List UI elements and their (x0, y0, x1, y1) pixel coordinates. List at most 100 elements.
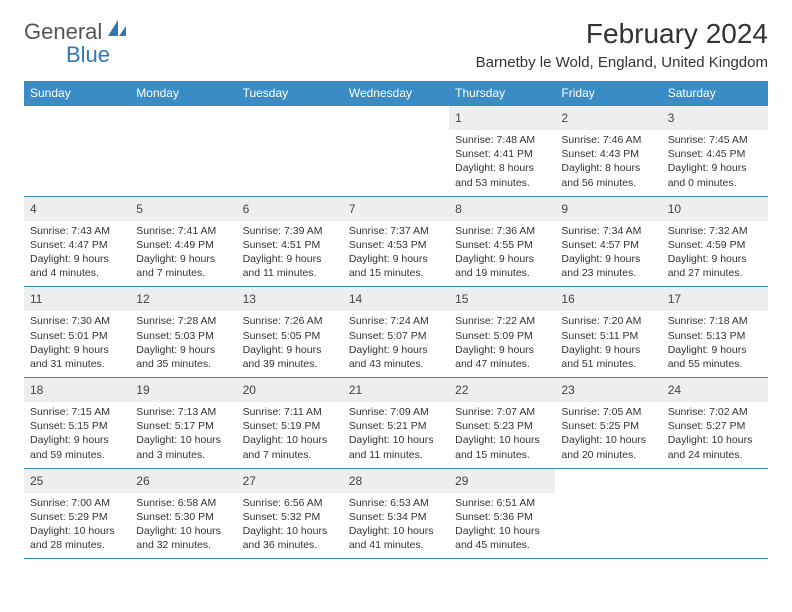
day-number: 1 (455, 111, 462, 125)
day-number-row: 18 (24, 378, 130, 402)
calendar-cell (24, 106, 130, 196)
day-number-row: 23 (555, 378, 661, 402)
calendar-cell: 10Sunrise: 7:32 AMSunset: 4:59 PMDayligh… (662, 197, 768, 287)
day-detail: Sunrise: 7:37 AMSunset: 4:53 PMDaylight:… (349, 224, 443, 281)
calendar-cell: 9 Sunrise: 7:34 AMSunset: 4:57 PMDaylight… (555, 197, 661, 287)
day-detail: Sunrise: 7:07 AMSunset: 5:23 PMDaylight:… (455, 405, 549, 462)
day-detail: Sunrise: 7:09 AMSunset: 5:21 PMDaylight:… (349, 405, 443, 462)
day-number-row: 17 (662, 287, 768, 311)
calendar-cell: 8Sunrise: 7:36 AMSunset: 4:55 PMDaylight… (449, 197, 555, 287)
calendar-row: 4 Sunrise: 7:43 AMSunset: 4:47 PMDaylight… (24, 196, 768, 287)
day-detail: Sunrise: 6:51 AMSunset: 5:36 PMDaylight:… (455, 496, 549, 553)
calendar-cell: 15 Sunrise: 7:22 AMSunset: 5:09 PMDayligh… (449, 287, 555, 377)
day-number: 14 (349, 292, 362, 306)
day-number: 2 (561, 111, 568, 125)
logo-text-blue: Blue (66, 42, 110, 67)
day-number-row: 9 (555, 197, 661, 221)
day-detail: Sunrise: 7:39 AMSunset: 4:51 PMDaylight:… (243, 224, 337, 281)
day-number-row: 3 (662, 106, 768, 130)
day-detail: Sunrise: 6:56 AMSunset: 5:32 PMDaylight:… (243, 496, 337, 553)
calendar-cell: 2Sunrise: 7:46 AMSunset: 4:43 PMDaylight… (555, 106, 661, 196)
calendar-header-row: SundayMondayTuesdayWednesdayThursdayFrid… (24, 81, 768, 105)
day-detail: Sunrise: 7:34 AMSunset: 4:57 PMDaylight:… (561, 224, 655, 281)
day-number-row: 12 (130, 287, 236, 311)
day-number: 29 (455, 474, 468, 488)
calendar-row: 25Sunrise: 7:00 AMSunset: 5:29 PMDayligh… (24, 468, 768, 559)
calendar-cell: 25Sunrise: 7:00 AMSunset: 5:29 PMDayligh… (24, 469, 130, 559)
calendar-row: 1 Sunrise: 7:48 AMSunset: 4:41 PMDaylight… (24, 105, 768, 196)
day-number-row: 13 (237, 287, 343, 311)
day-number-row: 27 (237, 469, 343, 493)
calendar-cell (662, 469, 768, 559)
sail-icon (106, 18, 128, 45)
calendar-cell (237, 106, 343, 196)
day-detail: Sunrise: 7:28 AMSunset: 5:03 PMDaylight:… (136, 314, 230, 371)
title-block: February 2024 Barnetby le Wold, England,… (476, 18, 768, 71)
day-number-row: 20 (237, 378, 343, 402)
day-number-row: 28 (343, 469, 449, 493)
calendar: SundayMondayTuesdayWednesdayThursdayFrid… (24, 81, 768, 559)
calendar-cell: 7 Sunrise: 7:37 AMSunset: 4:53 PMDaylight… (343, 197, 449, 287)
day-number: 17 (668, 292, 681, 306)
day-header: Friday (555, 81, 661, 105)
calendar-cell: 3 Sunrise: 7:45 AMSunset: 4:45 PMDaylight… (662, 106, 768, 196)
calendar-cell: 13 Sunrise: 7:26 AMSunset: 5:05 PMDayligh… (237, 287, 343, 377)
day-detail: Sunrise: 6:53 AMSunset: 5:34 PMDaylight:… (349, 496, 443, 553)
day-number: 11 (30, 292, 42, 306)
calendar-cell: 11 Sunrise: 7:30 AMSunset: 5:01 PMDayligh… (24, 287, 130, 377)
day-number-row: 24 (662, 378, 768, 402)
day-detail: Sunrise: 7:48 AMSunset: 4:41 PMDaylight:… (455, 133, 549, 190)
day-number: 25 (30, 474, 43, 488)
day-detail: Sunrise: 7:22 AMSunset: 5:09 PMDaylight:… (455, 314, 549, 371)
day-number: 26 (136, 474, 149, 488)
day-number-row: 26 (130, 469, 236, 493)
header: General Blue February 2024 Barnetby le W… (24, 18, 768, 71)
day-number: 27 (243, 474, 256, 488)
day-number: 24 (668, 383, 681, 397)
calendar-cell: 29 Sunrise: 6:51 AMSunset: 5:36 PMDayligh… (449, 469, 555, 559)
calendar-cell: 4 Sunrise: 7:43 AMSunset: 4:47 PMDaylight… (24, 197, 130, 287)
calendar-body: 1 Sunrise: 7:48 AMSunset: 4:41 PMDaylight… (24, 105, 768, 559)
day-number-row: 7 (343, 197, 449, 221)
day-number: 21 (349, 383, 362, 397)
day-number-row: 29 (449, 469, 555, 493)
day-header: Wednesday (343, 81, 449, 105)
day-number: 6 (243, 202, 250, 216)
day-number: 13 (243, 292, 256, 306)
day-number-row: 6 (237, 197, 343, 221)
day-number: 3 (668, 111, 675, 125)
day-number-row: 16 (555, 287, 661, 311)
logo: General Blue (24, 18, 128, 45)
calendar-cell: 23Sunrise: 7:05 AMSunset: 5:25 PMDayligh… (555, 378, 661, 468)
location: Barnetby le Wold, England, United Kingdo… (476, 54, 768, 71)
day-number: 4 (30, 202, 37, 216)
day-detail: Sunrise: 7:30 AMSunset: 5:01 PMDaylight:… (30, 314, 124, 371)
day-detail: Sunrise: 7:43 AMSunset: 4:47 PMDaylight:… (30, 224, 124, 281)
day-detail: Sunrise: 7:02 AMSunset: 5:27 PMDaylight:… (668, 405, 762, 462)
day-number-row: 5 (130, 197, 236, 221)
month-title: February 2024 (476, 18, 768, 50)
day-detail: Sunrise: 7:11 AMSunset: 5:19 PMDaylight:… (243, 405, 337, 462)
calendar-row: 11 Sunrise: 7:30 AMSunset: 5:01 PMDayligh… (24, 286, 768, 377)
day-number: 5 (136, 202, 143, 216)
day-number-row: 21 (343, 378, 449, 402)
day-number-row: 15 (449, 287, 555, 311)
day-number-row: 14 (343, 287, 449, 311)
day-number-row: 8 (449, 197, 555, 221)
day-number: 16 (561, 292, 574, 306)
calendar-row: 18Sunrise: 7:15 AMSunset: 5:15 PMDayligh… (24, 377, 768, 468)
day-number-row: 10 (662, 197, 768, 221)
calendar-cell (555, 469, 661, 559)
calendar-cell: 17Sunrise: 7:18 AMSunset: 5:13 PMDayligh… (662, 287, 768, 377)
calendar-cell: 24 Sunrise: 7:02 AMSunset: 5:27 PMDayligh… (662, 378, 768, 468)
logo-text-general: General (24, 19, 102, 45)
day-number: 28 (349, 474, 362, 488)
day-detail: Sunrise: 7:26 AMSunset: 5:05 PMDaylight:… (243, 314, 337, 371)
day-header: Monday (130, 81, 236, 105)
calendar-cell: 12 Sunrise: 7:28 AMSunset: 5:03 PMDayligh… (130, 287, 236, 377)
calendar-cell: 22Sunrise: 7:07 AMSunset: 5:23 PMDayligh… (449, 378, 555, 468)
calendar-cell: 16Sunrise: 7:20 AMSunset: 5:11 PMDayligh… (555, 287, 661, 377)
day-detail: Sunrise: 7:45 AMSunset: 4:45 PMDaylight:… (668, 133, 762, 190)
day-number: 15 (455, 292, 468, 306)
calendar-cell: 20 Sunrise: 7:11 AMSunset: 5:19 PMDayligh… (237, 378, 343, 468)
